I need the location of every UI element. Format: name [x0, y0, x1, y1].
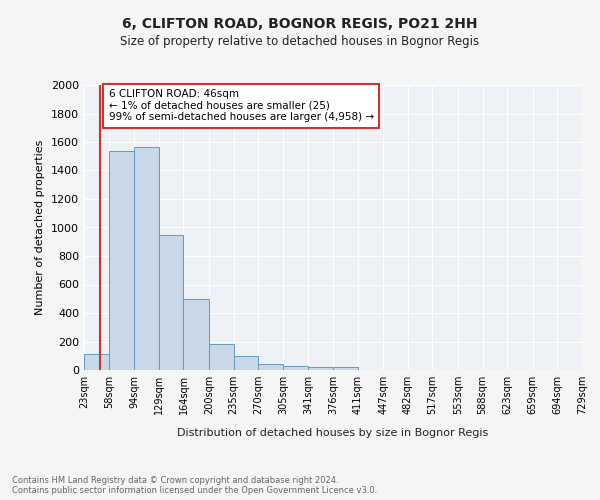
Bar	[283, 366, 308, 370]
Bar	[184, 300, 209, 370]
Bar	[308, 367, 333, 370]
Bar	[233, 356, 258, 370]
Text: 6, CLIFTON ROAD, BOGNOR REGIS, PO21 2HH: 6, CLIFTON ROAD, BOGNOR REGIS, PO21 2HH	[122, 18, 478, 32]
Text: Size of property relative to detached houses in Bognor Regis: Size of property relative to detached ho…	[121, 35, 479, 48]
Bar	[109, 150, 134, 370]
Bar	[84, 354, 109, 370]
Bar	[333, 368, 358, 370]
Bar	[209, 344, 233, 370]
Text: 6 CLIFTON ROAD: 46sqm
← 1% of detached houses are smaller (25)
99% of semi-detac: 6 CLIFTON ROAD: 46sqm ← 1% of detached h…	[109, 90, 374, 122]
Bar	[258, 364, 283, 370]
Bar	[134, 147, 159, 370]
Text: Distribution of detached houses by size in Bognor Regis: Distribution of detached houses by size …	[178, 428, 488, 438]
Y-axis label: Number of detached properties: Number of detached properties	[35, 140, 46, 315]
Text: Contains HM Land Registry data © Crown copyright and database right 2024.
Contai: Contains HM Land Registry data © Crown c…	[12, 476, 377, 495]
Bar	[159, 234, 184, 370]
